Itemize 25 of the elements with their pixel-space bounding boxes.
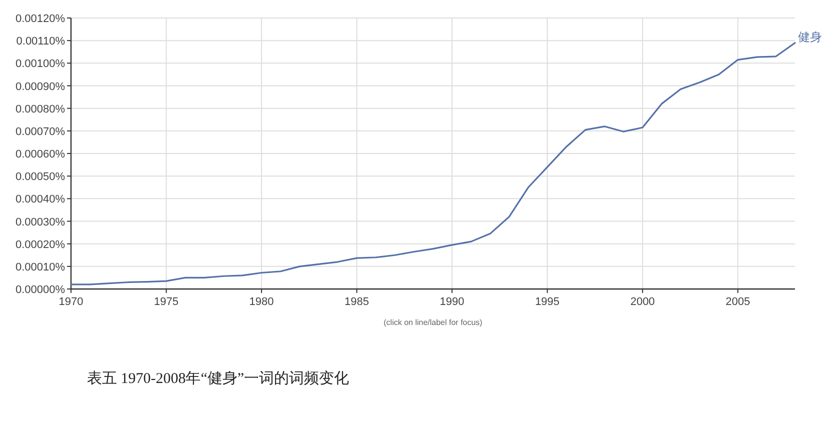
text: 表五 1970-2008年“健身”一词的词频变化 [87, 370, 350, 387]
y-tick-label: 0.00000% [15, 284, 66, 296]
x-tick-label: 2005 [726, 296, 750, 308]
y-tick-label: 0.00020% [15, 238, 66, 251]
x-tick-label: 1970 [58, 296, 84, 308]
x-tick-label: 2000 [630, 296, 655, 308]
line-series [70, 42, 796, 286]
x-tick-label: 1985 [344, 296, 370, 308]
y-tick-label: 0.00010% [15, 261, 66, 274]
x-tick-label: 1975 [154, 296, 179, 308]
y-tick-label: 0.00030% [15, 216, 66, 228]
y-tick-label: 0.00100% [15, 58, 66, 70]
y-tick-label: 0.00050% [15, 171, 66, 184]
y-tick-label: 0.00080% [15, 103, 66, 116]
y-tick-label: 0.00040% [15, 194, 66, 206]
y-tick-label: 0.00090% [15, 80, 66, 93]
x-tick-label: 1995 [535, 296, 560, 308]
y-tick-label: 0.00070% [15, 126, 66, 138]
text: (click on line/label for focus) [384, 318, 483, 327]
x-tick-label: 1980 [249, 296, 274, 308]
y-tick-label: 0.00120% [15, 13, 66, 25]
series-label: 健身 [798, 30, 822, 44]
x-tick-label: 1990 [440, 296, 464, 308]
y-tick-label: 0.00060% [15, 148, 66, 160]
y-tick-label: 0.00110% [16, 36, 66, 48]
